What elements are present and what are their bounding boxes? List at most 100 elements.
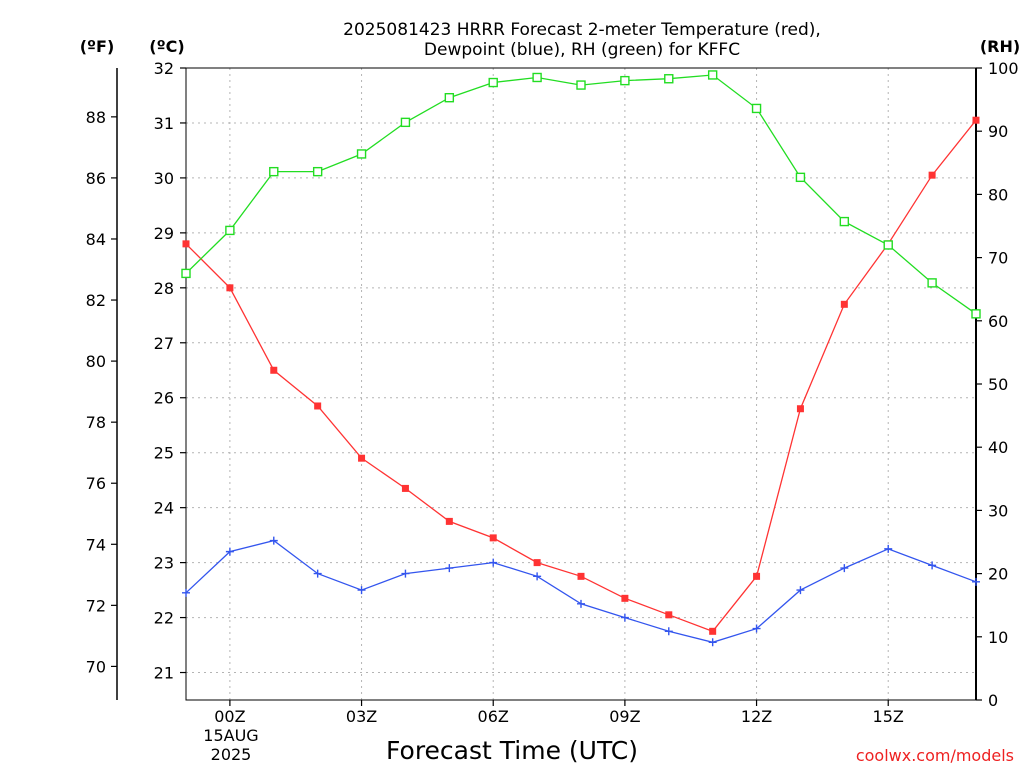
- dewpoint-point: [269, 536, 278, 545]
- fahrenheit-tick-label: 70: [86, 657, 106, 676]
- rh-tick-label: 40: [988, 438, 1008, 457]
- relative-humidity-point: [883, 240, 893, 250]
- x-tick-label: 00Z: [214, 707, 245, 726]
- x-axis-title: Forecast Time (UTC): [386, 736, 638, 765]
- dewpoint-point: [796, 586, 805, 595]
- dewpoint-point: [972, 577, 980, 586]
- rh-unit-label: (RH): [980, 37, 1020, 56]
- temperature-point: [621, 594, 629, 602]
- rh-tick-label: 80: [988, 185, 1008, 204]
- fahrenheit-unit-label: (ºF): [80, 37, 115, 56]
- relative-humidity-line: [185, 74, 977, 315]
- temperature-point: [226, 284, 234, 292]
- celsius-tick-label: 21: [154, 664, 174, 683]
- relative-humidity-point: [532, 72, 542, 83]
- relative-humidity-point: [971, 309, 981, 319]
- relative-humidity-point: [356, 149, 367, 159]
- temperature-line: [185, 119, 977, 633]
- fahrenheit-tick-label: 82: [86, 291, 106, 310]
- temperature-point: [314, 402, 322, 410]
- relative-humidity-point: [444, 93, 455, 103]
- celsius-unit-label: (ºC): [149, 37, 184, 56]
- temperature-point: [445, 517, 453, 525]
- relative-humidity-point: [312, 166, 323, 177]
- dewpoint-series: [182, 536, 980, 647]
- x-tick-label: 03Z: [346, 707, 377, 726]
- temperature-point: [182, 240, 190, 248]
- rh-tick-label: 90: [988, 122, 1008, 141]
- temperature-point: [270, 366, 278, 374]
- axes: 70 72 74 76 78 80 82 84 86 88 21 22 23 24 25 26 27 28 29 30…: [86, 59, 1019, 726]
- relative-humidity-point: [576, 80, 586, 90]
- dewpoint-point: [182, 588, 190, 597]
- fahrenheit-tick-label: 76: [86, 474, 106, 493]
- rh-tick-label: 10: [988, 628, 1008, 647]
- relative-humidity-point: [269, 166, 279, 177]
- dewpoint-point: [664, 627, 673, 636]
- dewpoint-point: [752, 624, 761, 633]
- series: [181, 70, 981, 647]
- celsius-tick-label: 29: [154, 224, 174, 243]
- fahrenheit-tick-label: 78: [86, 413, 106, 432]
- fahrenheit-tick-label: 88: [86, 108, 106, 127]
- celsius-tick-label: 26: [154, 389, 174, 408]
- celsius-tick-label: 30: [154, 169, 174, 188]
- celsius-tick-label: 32: [154, 59, 174, 78]
- dewpoint-point: [357, 586, 366, 595]
- relative-humidity-point: [620, 75, 630, 86]
- rh-tick-label: 0: [988, 691, 998, 710]
- dewpoint-point: [928, 561, 937, 570]
- dewpoint-point: [884, 544, 893, 553]
- celsius-tick-label: 22: [154, 609, 174, 628]
- credit-text: coolwx.com/models: [856, 746, 1014, 765]
- dewpoint-point: [401, 569, 410, 578]
- dewpoint-point: [489, 558, 498, 567]
- celsius-tick-label: 31: [154, 114, 174, 133]
- x-tick-label: 09Z: [609, 707, 640, 726]
- x-tick-label: 15Z: [873, 707, 904, 726]
- relative-humidity-point: [795, 172, 806, 183]
- celsius-tick-label: 25: [154, 444, 174, 463]
- chart-text: 2025081423 HRRR Forecast 2-meter Tempera…: [80, 20, 1020, 765]
- temperature-point: [709, 627, 717, 635]
- rh-tick-label: 20: [988, 565, 1008, 584]
- temperature-point: [972, 116, 980, 124]
- relative-humidity-series: [181, 70, 981, 319]
- fahrenheit-tick-label: 86: [86, 169, 106, 188]
- rh-tick-label: 50: [988, 375, 1008, 394]
- rh-tick-label: 100: [988, 59, 1019, 78]
- relative-humidity-point: [751, 103, 762, 114]
- relative-humidity-point: [664, 74, 674, 84]
- celsius-tick-label: 24: [154, 499, 174, 518]
- date-label-day: 15AUG: [203, 726, 258, 745]
- fahrenheit-tick-label: 74: [86, 535, 106, 554]
- chart-title-line-2: Dewpoint (blue), RH (green) for KFFC: [424, 40, 740, 60]
- relative-humidity-point: [400, 117, 411, 128]
- dewpoint-point: [313, 569, 322, 578]
- rh-tick-label: 60: [988, 312, 1008, 331]
- dewpoint-line: [185, 539, 977, 643]
- relative-humidity-point: [488, 77, 498, 88]
- celsius-tick-label: 28: [154, 279, 174, 298]
- relative-humidity-point: [839, 216, 850, 227]
- x-tick-label: 06Z: [478, 707, 509, 726]
- dewpoint-point: [620, 613, 629, 622]
- celsius-tick-label: 27: [154, 334, 174, 353]
- relative-humidity-point: [707, 70, 718, 80]
- temperature-point: [533, 559, 541, 567]
- temperature-point: [358, 454, 366, 462]
- temperature-point: [796, 405, 804, 413]
- rh-tick-label: 30: [988, 501, 1008, 520]
- temperature-point: [665, 611, 673, 619]
- relative-humidity-point: [927, 278, 937, 288]
- dewpoint-point: [225, 547, 234, 556]
- temperature-point: [928, 171, 936, 179]
- celsius-tick-label: 23: [154, 554, 174, 573]
- fahrenheit-tick-label: 72: [86, 596, 106, 615]
- x-tick-label: 12Z: [741, 707, 772, 726]
- temperature-series: [182, 116, 980, 635]
- date-label-year: 2025: [211, 745, 252, 764]
- temperature-point: [489, 534, 497, 542]
- relative-humidity-point: [225, 225, 235, 236]
